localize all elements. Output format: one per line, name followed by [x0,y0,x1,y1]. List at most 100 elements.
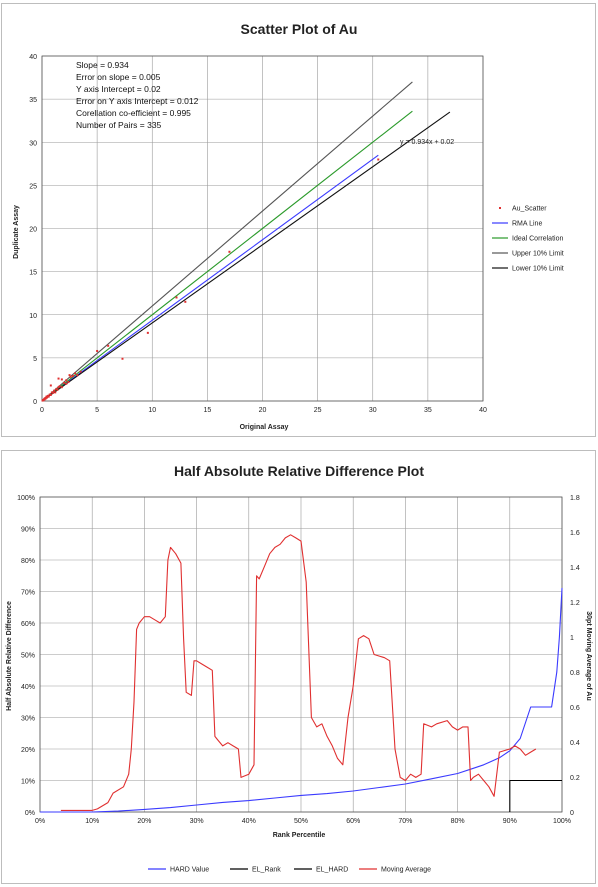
legend-entry: Au_Scatter [512,206,547,213]
legend-entry: Upper 10% Limit [512,251,564,258]
y-tick-label: 80% [21,558,35,565]
x-tick-label: 20% [137,818,151,825]
y-tick-label: 20 [29,227,37,234]
scatter-point [42,399,45,402]
y2-tick-label: 0.6 [570,705,580,712]
scatter-point [74,372,77,375]
x-tick-label: 30% [190,818,204,825]
scatter-point [56,388,59,391]
x-tick-label: 30 [369,407,377,414]
x-tick-label: 80% [451,818,465,825]
scatter-point [57,377,60,380]
y2-tick-label: 1 [570,635,574,642]
stat-line: Number of Pairs = 335 [76,120,162,130]
y-tick-label: 5 [33,356,37,363]
series-line-upper-10-limit [41,81,413,402]
scatter-point [60,386,63,389]
series-line-ideal-correlation [41,110,413,402]
y2-tick-label: 0.8 [570,670,580,677]
scatter-point [44,397,47,400]
scatter-point [184,300,187,303]
hard-chart-panel: Half Absolute Relative Difference Plot 0… [1,450,596,884]
legend-entry: HARD Value [170,867,209,874]
y-axis-label: Half Absolute Relative Difference [6,601,13,711]
legend-entry: EL_HARD [316,867,348,874]
y2-tick-label: 1.2 [570,600,580,607]
legend-entry: RMA Line [512,221,542,228]
series-line-moving-average [60,534,537,811]
scatter-point [60,378,63,381]
chart-title: Scatter Plot of Au [241,21,358,37]
scatter-point [45,396,48,399]
scatter-point [79,370,82,373]
scatter-point [54,391,57,394]
chart-title: Half Absolute Relative Difference Plot [174,463,424,479]
y2-tick-label: 1.6 [570,530,580,537]
scatter-point [71,374,74,377]
scatter-point [228,250,231,253]
scatter-point [57,386,60,389]
scatter-chart: Scatter Plot of Au 0 5 10 15 20 25 30 35 40 0 5 10 1… [13,21,564,431]
x-tick-label: 5 [95,407,99,414]
scatter-point [76,374,79,377]
scatter-point [96,349,99,352]
x-tick-label: 50% [294,818,308,825]
scatter-point [55,387,58,390]
x-tick-label: 40% [242,818,256,825]
x-tick-label: 35 [424,407,432,414]
scatter-point [52,391,55,394]
stat-line: Slope = 0.934 [76,60,129,70]
equation-label: y = 0.934x + 0.02 [400,139,454,146]
y-tick-label: 90% [21,527,35,534]
scatter-point [58,385,61,388]
scatter-point [68,374,71,377]
x-axis-label: Original Assay [240,424,289,431]
legend-entry: Ideal Correlation [512,236,563,243]
y-tick-label: 40 [29,54,37,61]
y-tick-label: 0 [33,399,37,406]
y2-tick-label: 0 [570,810,574,817]
y2-tick-label: 0.4 [570,740,580,747]
x-tick-label: 0 [40,407,44,414]
y2-tick-label: 1.8 [570,495,580,502]
plot-frame [39,496,563,813]
legend-entry: Moving Average [381,867,431,874]
series-line-hard-value [40,587,563,813]
y-tick-label: 10% [21,779,35,786]
scatter-point [146,331,149,334]
y2-axis-label: 30pt Moving Average of Au [585,611,592,700]
x-tick-label: 70% [398,818,412,825]
scatter-point [65,379,68,382]
x-tick-label: 25 [314,407,322,414]
series-line-rma-line [41,154,379,402]
y-tick-label: 30 [29,140,37,147]
scatter-point [121,357,124,360]
scatter-point [43,398,46,401]
plot-frame [41,55,484,402]
y-tick-label: 30% [21,716,35,723]
legend-entry: EL_Rank [252,867,281,874]
x-tick-label: 10 [148,407,156,414]
scatter-point [50,391,53,394]
scatter-point [49,384,52,387]
y-tick-label: 20% [21,747,35,754]
stat-line: Error on Y axis Intercept = 0.012 [76,96,199,106]
y-tick-label: 50% [21,653,35,660]
scatter-point [47,395,50,398]
scatter-point [69,375,72,378]
x-tick-label: 100% [553,818,571,825]
series-line-el-rank [509,779,562,812]
scatter-point [48,393,51,396]
y-axis-label: Duplicate Assay [13,205,20,259]
hard-chart: Half Absolute Relative Difference Plot 0… [6,463,592,874]
x-tick-label: 60% [346,818,360,825]
x-axis-label: Rank Percentile [273,832,326,839]
series-line-lower-10-limit [41,111,451,402]
scatter-point [49,393,52,396]
y-tick-label: 15 [29,270,37,277]
scatter-point [65,382,68,385]
stat-line: Corellation co-efficient = 0.995 [76,108,191,118]
stat-line: Error on slope = 0.005 [76,72,161,82]
scatter-point [377,158,380,161]
x-tick-label: 15 [203,407,211,414]
